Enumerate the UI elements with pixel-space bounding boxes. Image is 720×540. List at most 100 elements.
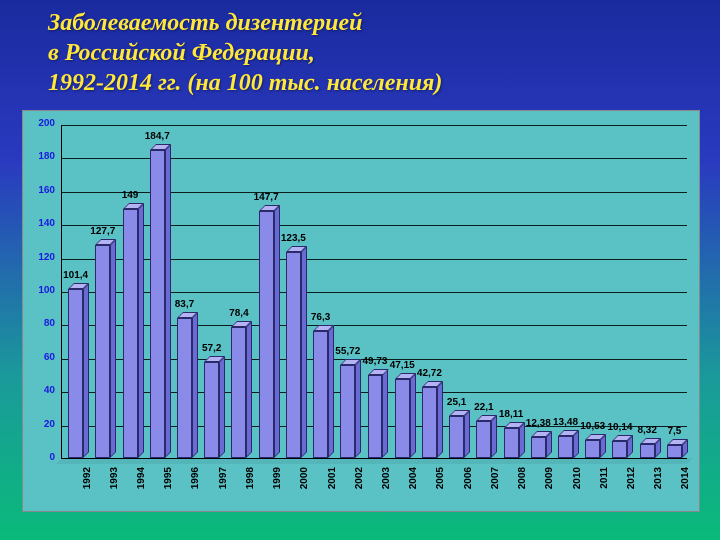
bar: 149 [123,209,138,458]
x-tick-label: 1993 [109,467,120,507]
bar: 13,48 [558,436,573,459]
x-tick-label: 2003 [381,467,392,507]
data-label: 10,53 [580,421,605,432]
x-tick-label: 1998 [245,467,256,507]
bar: 18,11 [504,428,519,458]
x-tick-label: 1999 [272,467,283,507]
bar: 42,72 [422,387,437,458]
y-tick-label: 0 [27,452,55,463]
chart-floor [56,458,693,464]
title-line: в Российской Федерации, [48,38,688,68]
title-line: 1992-2014 гг. (на 100 тыс. населения) [48,68,688,98]
bar-front [286,252,301,458]
bar: 22,1 [476,421,491,458]
bar-front [313,331,328,458]
title-line: Заболеваемость дизентерией [48,8,688,38]
y-tick-label: 140 [27,218,55,229]
chart-title: Заболеваемость дизентериейв Российской Ф… [48,8,688,98]
bar-front [340,365,355,458]
y-tick-label: 40 [27,385,55,396]
y-tick-label: 200 [27,118,55,129]
data-label: 22,1 [474,402,493,413]
x-tick-label: 2006 [463,467,474,507]
data-label: 147,7 [254,192,279,203]
x-tick-label: 2012 [626,467,637,507]
bar: 76,3 [313,331,328,458]
data-label: 57,2 [202,343,221,354]
bar: 147,7 [259,211,274,458]
bar: 83,7 [177,318,192,458]
data-label: 149 [122,190,139,201]
bar-front [476,421,491,458]
x-tick-label: 2011 [599,467,610,507]
bar: 123,5 [286,252,301,458]
bar-side [246,321,252,458]
chart-container: 020406080100120140160180200101,41992127,… [22,110,700,512]
data-label: 18,11 [499,409,523,420]
bar: 78,4 [231,327,246,458]
x-tick-label: 1994 [136,467,147,507]
bar: 7,5 [667,445,682,458]
bar-front [449,416,464,458]
bar-side [110,239,116,458]
y-tick-label: 180 [27,151,55,162]
data-label: 7,5 [667,426,681,437]
plot-area: 020406080100120140160180200101,41992127,… [61,125,687,459]
data-label: 184,7 [145,131,170,142]
data-label: 123,5 [281,233,306,244]
data-label: 76,3 [311,312,330,323]
bar: 25,1 [449,416,464,458]
data-label: 101,4 [63,270,88,281]
y-tick-label: 20 [27,419,55,430]
bar-front [259,211,274,458]
bar-side [464,410,470,458]
data-label: 42,72 [417,368,442,379]
data-label: 83,7 [175,299,194,310]
bar-side [274,205,280,458]
data-label: 78,4 [229,308,248,319]
bar: 49,73 [368,375,383,458]
y-tick-label: 80 [27,318,55,329]
x-tick-label: 1996 [190,467,201,507]
data-label: 55,72 [335,346,360,357]
x-tick-label: 2008 [517,467,528,507]
bar: 10,53 [585,440,600,458]
bar-front [68,289,83,458]
data-label: 8,32 [637,425,656,436]
bar: 101,4 [68,289,83,458]
bar-front [368,375,383,458]
data-label: 47,15 [390,360,415,371]
x-tick-label: 1997 [218,467,229,507]
bar: 55,72 [340,365,355,458]
bar-side [301,246,307,458]
bar-side [192,312,198,458]
bar: 47,15 [395,379,410,458]
grid-line [62,125,687,126]
x-tick-label: 2000 [299,467,310,507]
bar-front [422,387,437,458]
x-tick-label: 1992 [82,467,93,507]
x-tick-label: 2001 [327,467,338,507]
bar-side [219,356,225,458]
bar: 8,32 [640,444,655,458]
bar-front [667,445,682,458]
x-tick-label: 2009 [544,467,555,507]
bar-side [355,359,361,458]
data-label: 25,1 [447,397,466,408]
bar-front [150,150,165,458]
bar: 57,2 [204,362,219,458]
bar: 127,7 [95,245,110,458]
bar-front [612,441,627,458]
data-label: 49,73 [362,356,387,367]
bar: 184,7 [150,150,165,458]
data-label: 127,7 [90,226,115,237]
bar: 12,38 [531,437,546,458]
bar-side [410,373,416,458]
bar-side [491,415,497,458]
bar-side [165,144,171,458]
bar: 10,14 [612,441,627,458]
bar-side [437,381,443,458]
bar-front [585,440,600,458]
x-tick-label: 2005 [435,467,446,507]
x-tick-label: 2002 [354,467,365,507]
